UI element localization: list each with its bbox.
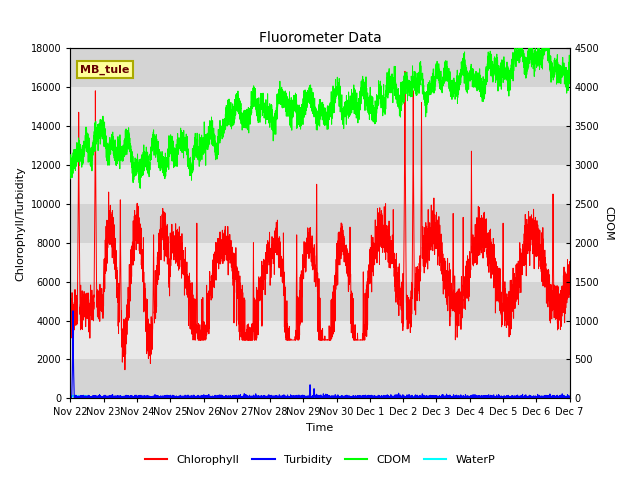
Bar [70,87,570,126]
Y-axis label: Chlorophyll/Turbidity: Chlorophyll/Turbidity [15,166,25,281]
Bar [70,48,570,87]
Bar [70,204,570,243]
Bar [70,321,570,360]
Title: Fluorometer Data: Fluorometer Data [259,32,381,46]
Y-axis label: CDOM: CDOM [603,206,613,240]
Text: MB_tule: MB_tule [81,64,130,75]
Bar [70,282,570,321]
Bar [70,243,570,282]
Bar [70,126,570,165]
Bar [70,165,570,204]
X-axis label: Time: Time [307,423,333,433]
Bar [70,360,570,398]
Legend: Chlorophyll, Turbidity, CDOM, WaterP: Chlorophyll, Turbidity, CDOM, WaterP [141,451,499,469]
